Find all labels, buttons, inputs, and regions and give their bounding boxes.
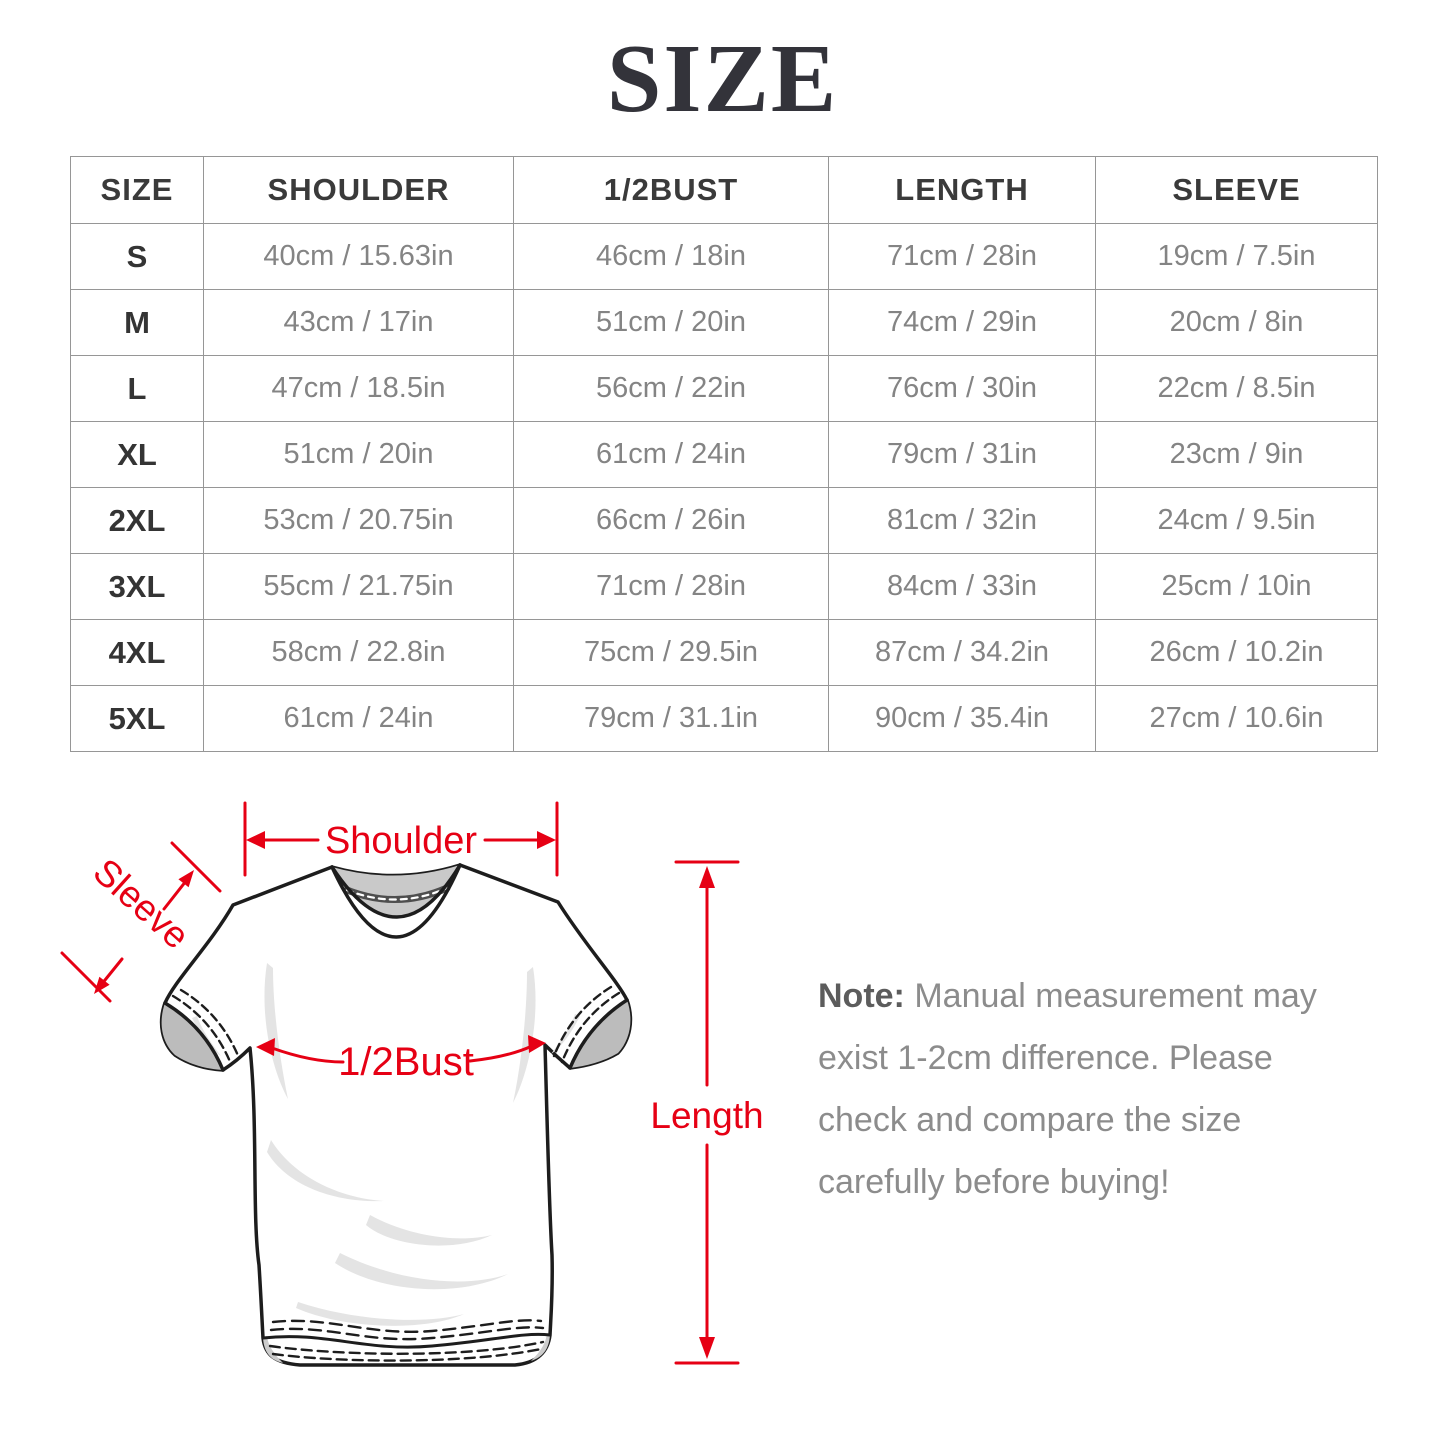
length-value: 71cm / 28in [828, 223, 1096, 290]
shoulder-value: 51cm / 20in [203, 421, 514, 488]
shoulder-value: 53cm / 20.75in [203, 487, 514, 554]
shoulder-value: 40cm / 15.63in [203, 223, 514, 290]
note-line-1: Note: Manual measurement may [818, 965, 1358, 1027]
hem-left-shade [263, 1336, 283, 1363]
bust-line-right [468, 1044, 534, 1063]
sleeve-tick-bottom [60, 951, 112, 1003]
size-label: 5XL [70, 685, 204, 752]
table-row-m: M 43cm / 17in 51cm / 20in 74cm / 29in 20… [70, 289, 1378, 356]
bust-line-left [270, 1046, 345, 1064]
size-label: 2XL [70, 487, 204, 554]
length-value: 84cm / 33in [828, 553, 1096, 620]
bust-value: 56cm / 22in [513, 355, 829, 422]
shoulder-arrowhead-right-icon [537, 831, 556, 849]
header-row: SIZE SHOULDER 1/2BUST LENGTH SLEEVE [70, 156, 1378, 224]
shoulder-value: 58cm / 22.8in [203, 619, 514, 686]
size-label: L [70, 355, 204, 422]
col-header-shoulder: SHOULDER [203, 156, 514, 224]
hem-fold [261, 1332, 552, 1349]
sleeve-arrow-line-top [162, 879, 188, 911]
length-value: 76cm / 30in [828, 355, 1096, 422]
sleeve-value: 25cm / 10in [1095, 553, 1378, 620]
size-label: S [70, 223, 204, 290]
left-cuff-stitches [171, 988, 241, 1066]
bust-value: 51cm / 20in [513, 289, 829, 356]
left-cuff-opening-edge [163, 1001, 225, 1072]
size-table: SIZE SHOULDER 1/2BUST LENGTH SLEEVE S 40… [70, 156, 1378, 752]
bust-value: 71cm / 28in [513, 553, 829, 620]
right-cuff-inner [570, 1000, 631, 1068]
table-row-l: L 47cm / 18.5in 56cm / 22in 76cm / 30in … [70, 355, 1378, 422]
table-row-4xl: 4XL 58cm / 22.8in 75cm / 29.5in 87cm / 3… [70, 619, 1378, 686]
hem-band-stitches [268, 1340, 545, 1362]
length-value: 74cm / 29in [828, 289, 1096, 356]
col-header-bust: 1/2BUST [513, 156, 829, 224]
note-line-1-rest: Manual measurement may [904, 977, 1317, 1015]
table-row-3xl: 3XL 55cm / 21.75in 71cm / 28in 84cm / 33… [70, 553, 1378, 620]
shoulder-value: 55cm / 21.75in [203, 553, 514, 620]
shoulder-arrowhead-left-icon [246, 831, 265, 849]
note-line-4: carefully before buying! [818, 1163, 1170, 1201]
right-cuff-stitches [552, 985, 621, 1064]
length-value: 79cm / 31in [828, 421, 1096, 488]
shoulder-measure-label: Shoulder [325, 820, 477, 862]
sleeve-value: 20cm / 8in [1095, 289, 1378, 356]
collar-band-bottom [330, 863, 462, 939]
right-cuff-opening-edge [568, 998, 629, 1070]
shoulder-value: 43cm / 17in [203, 289, 514, 356]
bust-arrowhead-right-icon [528, 1035, 546, 1053]
collar-braid-stitch [345, 886, 449, 901]
bust-value: 75cm / 29.5in [513, 619, 829, 686]
page-title: SIZE [606, 25, 839, 133]
table-row-5xl: 5XL 61cm / 24in 79cm / 31.1in 90cm / 35.… [70, 685, 1378, 752]
table-row-2xl: 2XL 53cm / 20.75in 66cm / 26in 81cm / 32… [70, 487, 1378, 554]
bust-arrowhead-left-icon [256, 1038, 275, 1056]
col-header-size: SIZE [70, 156, 204, 224]
tshirt-drawing [159, 863, 633, 1367]
size-label: 3XL [70, 553, 204, 620]
sleeve-value: 26cm / 10.2in [1095, 619, 1378, 686]
sleeve-measure-label: Sleeve [86, 851, 198, 957]
bust-value: 66cm / 26in [513, 487, 829, 554]
sleeve-value: 22cm / 8.5in [1095, 355, 1378, 422]
sleeve-value: 19cm / 7.5in [1095, 223, 1378, 290]
sleeve-arrowhead-top-icon [178, 870, 194, 888]
tshirt-measurement-diagram: Shoulder Sleeve 1/2Bust Length [60, 801, 764, 1367]
sleeve-value: 27cm / 10.6in [1095, 685, 1378, 752]
table-row-s: S 40cm / 15.63in 46cm / 18in 71cm / 28in… [70, 223, 1378, 290]
shoulder-value: 61cm / 24in [203, 685, 514, 752]
size-label: M [70, 289, 204, 356]
size-label: 4XL [70, 619, 204, 686]
col-header-length: LENGTH [828, 156, 1096, 224]
sleeve-value: 24cm / 9.5in [1095, 487, 1378, 554]
sleeve-arrowhead-bottom-icon [94, 976, 110, 994]
collar-band-top [330, 863, 462, 919]
hem-stitches [269, 1319, 545, 1341]
note-line-2: exist 1-2cm difference. Please [818, 1039, 1273, 1077]
sleeve-value: 23cm / 9in [1095, 421, 1378, 488]
shoulder-value: 47cm / 18.5in [203, 355, 514, 422]
table-row-xl: XL 51cm / 20in 61cm / 24in 79cm / 31in 2… [70, 421, 1378, 488]
left-cuff-inner [161, 1003, 223, 1070]
note-prefix: Note: [818, 977, 905, 1015]
length-value: 81cm / 32in [828, 487, 1096, 554]
col-header-sleeve: SLEEVE [1095, 156, 1378, 224]
length-arrowhead-up-icon [699, 866, 715, 888]
bust-value: 79cm / 31.1in [513, 685, 829, 752]
note-line-3: check and compare the size [818, 1101, 1242, 1139]
length-measure-label: Length [650, 1095, 763, 1136]
length-arrowhead-down-icon [699, 1337, 715, 1359]
note-text: Note: Manual measurement may exist 1-2cm… [818, 965, 1358, 1213]
sleeve-arrow-line-bottom [99, 957, 124, 987]
length-value: 87cm / 34.2in [828, 619, 1096, 686]
bust-measure-label: 1/2Bust [338, 1040, 474, 1084]
length-value: 90cm / 35.4in [828, 685, 1096, 752]
bust-value: 46cm / 18in [513, 223, 829, 290]
sleeve-tick-top [170, 841, 222, 893]
shirt-outline [159, 863, 633, 1367]
size-label: XL [70, 421, 204, 488]
bust-value: 61cm / 24in [513, 421, 829, 488]
